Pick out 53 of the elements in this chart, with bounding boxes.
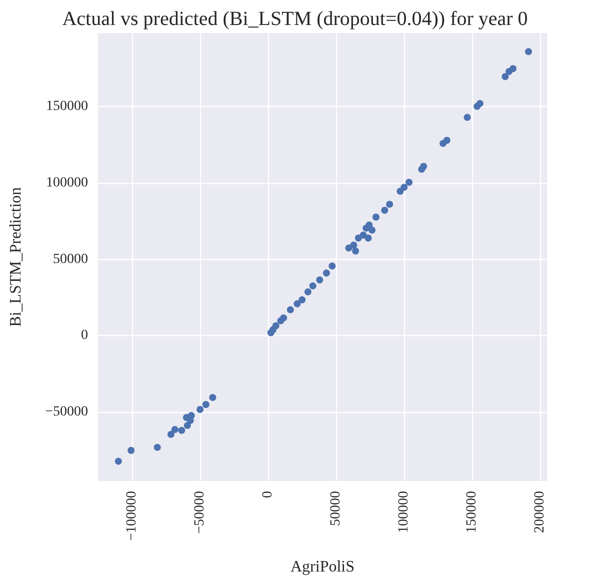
point xyxy=(294,300,301,308)
point xyxy=(322,270,330,277)
point xyxy=(364,234,372,242)
x-tick-label: 150000 xyxy=(464,491,480,533)
point xyxy=(352,248,360,255)
x-tick-label: 0 xyxy=(260,491,276,498)
point xyxy=(188,412,195,420)
point xyxy=(368,226,376,234)
x-tick-label: 50000 xyxy=(328,491,344,526)
point xyxy=(298,296,306,304)
point xyxy=(178,426,186,434)
point xyxy=(272,322,280,330)
point xyxy=(381,206,388,214)
point xyxy=(350,242,358,249)
point xyxy=(420,162,428,170)
y-tick-label: 0 xyxy=(81,328,88,344)
point xyxy=(443,136,450,144)
y-tick-label: 50000 xyxy=(53,252,88,267)
point xyxy=(476,100,484,107)
point xyxy=(184,422,191,429)
point xyxy=(525,48,532,56)
point xyxy=(309,282,316,290)
point xyxy=(386,200,394,208)
point xyxy=(286,306,294,314)
point xyxy=(202,401,210,408)
point xyxy=(502,73,509,80)
x-axis-title: AgriPoliS xyxy=(290,558,355,576)
y-tick-label: 100000 xyxy=(46,175,88,190)
point xyxy=(128,446,135,454)
point xyxy=(196,406,204,413)
y-tick-label: −50000 xyxy=(45,404,88,420)
point xyxy=(406,178,413,186)
point xyxy=(372,214,380,221)
point xyxy=(114,458,122,465)
point xyxy=(167,430,174,438)
point xyxy=(464,114,471,121)
point xyxy=(316,276,324,284)
chart-title: Actual vs predicted (Bi_LSTM (dropout=0.04)) for year 0 xyxy=(62,8,528,30)
x-tick-label: 100000 xyxy=(396,491,412,533)
point xyxy=(328,262,336,270)
point xyxy=(354,234,362,242)
point xyxy=(280,314,288,322)
point xyxy=(154,444,161,451)
point xyxy=(400,184,408,191)
y-axis-title: Bi_LSTM_Prediction xyxy=(8,187,24,327)
x-tick-label: 200000 xyxy=(532,491,548,533)
x-tick-label: −50000 xyxy=(192,491,208,534)
x-tick-label: −100000 xyxy=(124,491,140,541)
point xyxy=(171,426,178,433)
point xyxy=(304,288,312,296)
point xyxy=(209,394,216,402)
y-tick-label: 150000 xyxy=(46,98,88,114)
point xyxy=(509,65,516,72)
